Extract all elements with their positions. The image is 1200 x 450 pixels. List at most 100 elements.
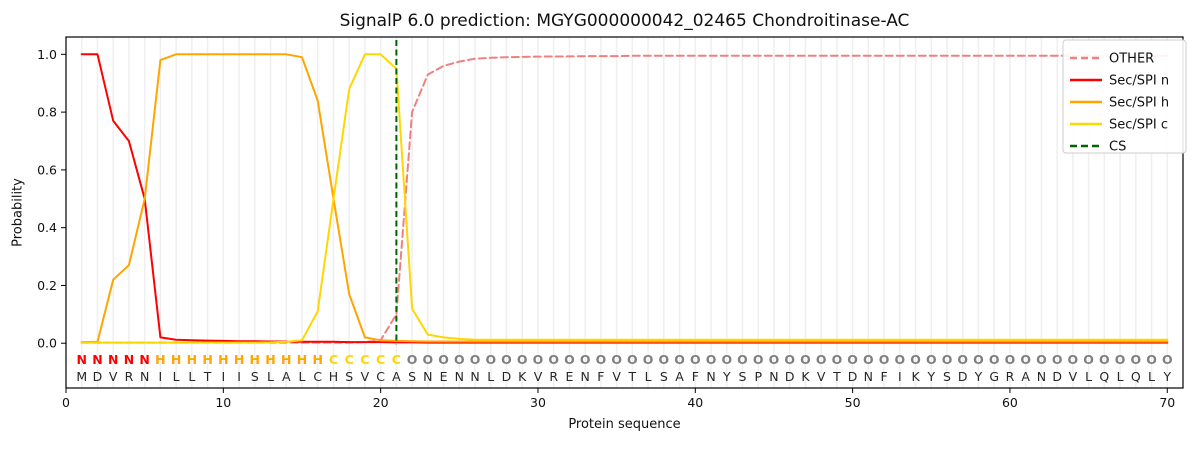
region-letter: O xyxy=(721,352,732,367)
x-tick-label: 30 xyxy=(530,395,546,410)
region-letter: H xyxy=(218,352,228,367)
region-letter: O xyxy=(816,352,827,367)
sequence-letter: N xyxy=(769,369,778,384)
sequence-letter: M xyxy=(76,369,87,384)
legend-label: OTHER xyxy=(1109,52,1154,67)
region-letter: O xyxy=(470,352,481,367)
region-letter: O xyxy=(706,352,717,367)
sequence-letter: F xyxy=(880,369,887,384)
sequence-letter: L xyxy=(645,369,652,384)
region-letter: O xyxy=(769,352,780,367)
sequence-letter: E xyxy=(565,369,573,384)
region-letter: O xyxy=(501,352,512,367)
region-letter: O xyxy=(548,352,559,367)
sequence-letter: V xyxy=(1069,369,1078,384)
sequence-letter: F xyxy=(692,369,699,384)
sequence-letter: V xyxy=(361,369,370,384)
region-letter: O xyxy=(690,352,701,367)
region-letter: O xyxy=(737,352,748,367)
region-letter: H xyxy=(297,352,307,367)
sequence-letter: Y xyxy=(1162,369,1171,384)
x-tick-label: 10 xyxy=(215,395,231,410)
series-line-sec-spi-h xyxy=(80,53,1169,344)
sequence-letter: D xyxy=(958,369,968,384)
sequence-letter: A xyxy=(392,369,401,384)
sequence-letter: S xyxy=(251,369,259,384)
sequence-letter: T xyxy=(832,369,841,384)
region-letter: H xyxy=(281,352,291,367)
region-letter: C xyxy=(360,352,369,367)
region-letter: O xyxy=(1115,352,1126,367)
region-letter: N xyxy=(92,352,102,367)
region-letter: C xyxy=(376,352,385,367)
region-letter: O xyxy=(454,352,465,367)
region-letter: O xyxy=(894,352,905,367)
sequence-letter: C xyxy=(313,369,322,384)
region-letter: O xyxy=(1083,352,1094,367)
region-letter: H xyxy=(250,352,260,367)
region-letter: O xyxy=(1146,352,1157,367)
sequence-letter: I xyxy=(221,369,225,384)
sequence-letter: N xyxy=(140,369,149,384)
sequence-letter: V xyxy=(612,369,621,384)
region-letter: O xyxy=(674,352,685,367)
sequence-letter: S xyxy=(943,369,951,384)
sequence-letter: K xyxy=(911,369,920,384)
region-letter: O xyxy=(989,352,1000,367)
sequence-letter: S xyxy=(345,369,353,384)
sequence-letter: D xyxy=(848,369,858,384)
sequence-letter: S xyxy=(660,369,668,384)
sequence-letter: L xyxy=(1085,369,1092,384)
sequence-letter: Y xyxy=(722,369,731,384)
sequence-letter: D xyxy=(785,369,795,384)
legend-label: CS xyxy=(1109,140,1126,155)
sequence-letter: L xyxy=(1117,369,1124,384)
region-letter: O xyxy=(800,352,811,367)
sequence-letter: K xyxy=(518,369,527,384)
y-tick-label: 0.6 xyxy=(37,162,57,177)
chart-title: SignalP 6.0 prediction: MGYG000000042_02… xyxy=(339,11,910,31)
region-letter: O xyxy=(423,352,434,367)
region-letter: O xyxy=(1036,352,1047,367)
sequence-letter: E xyxy=(440,369,448,384)
sequence-letter: F xyxy=(597,369,604,384)
plot-background xyxy=(66,37,1183,388)
x-tick-label: 20 xyxy=(373,395,389,410)
region-letter: N xyxy=(124,352,134,367)
region-letter: O xyxy=(580,352,591,367)
sequence-letter: D xyxy=(502,369,512,384)
y-tick-label: 0.4 xyxy=(37,220,57,235)
sequence-letter: N xyxy=(1037,369,1046,384)
axes-border xyxy=(65,36,1184,389)
region-letter: H xyxy=(187,352,197,367)
region-letter: O xyxy=(643,352,654,367)
region-letter: H xyxy=(171,352,181,367)
region-letter: O xyxy=(784,352,795,367)
region-letter: O xyxy=(942,352,953,367)
region-letter: O xyxy=(659,352,670,367)
sequence-letter: N xyxy=(864,369,873,384)
region-letter: O xyxy=(517,352,528,367)
sequence-letter: N xyxy=(470,369,479,384)
sequence-letter: A xyxy=(1021,369,1030,384)
region-letter: O xyxy=(1130,352,1141,367)
sequence-letter: D xyxy=(93,369,103,384)
sequence-letter: R xyxy=(1006,369,1015,384)
region-letter: O xyxy=(1005,352,1016,367)
sequence-letter: G xyxy=(989,369,999,384)
y-tick-label: 1.0 xyxy=(37,47,57,62)
legend-label: Sec/SPI c xyxy=(1109,118,1168,133)
sequence-letter: L xyxy=(173,369,180,384)
sequence-letter: V xyxy=(817,369,826,384)
y-tick-label: 0.2 xyxy=(37,278,57,293)
x-axis-label: Protein sequence xyxy=(568,417,681,432)
region-letter: N xyxy=(76,352,86,367)
sequence-letter: I xyxy=(159,369,163,384)
region-letter: O xyxy=(596,352,607,367)
region-letter: H xyxy=(312,352,322,367)
sequence-letter: R xyxy=(549,369,558,384)
region-letter: N xyxy=(139,352,149,367)
sequence-letter: V xyxy=(534,369,543,384)
